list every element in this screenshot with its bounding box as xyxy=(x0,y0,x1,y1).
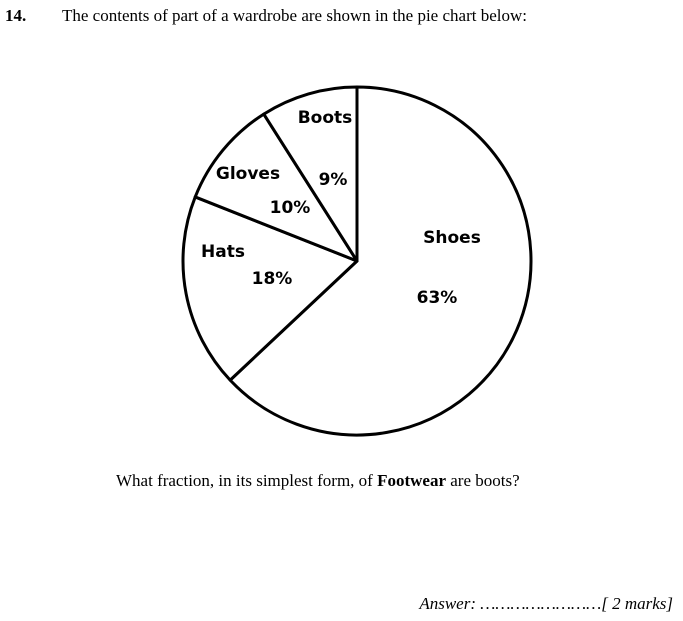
question-intro: The contents of part of a wardrobe are s… xyxy=(62,6,527,25)
prompt-text-after: are boots? xyxy=(446,471,520,490)
pie-labels: Shoes 63% Hats 18% Gloves 10% Boots 9% xyxy=(201,108,481,308)
slice-value-gloves: 10% xyxy=(270,198,311,218)
question-prompt: What fraction, in its simplest form, of … xyxy=(116,471,520,491)
question-number: 14. xyxy=(5,6,27,25)
slice-label-shoes: Shoes xyxy=(423,228,481,248)
slice-label-boots: Boots xyxy=(298,108,353,128)
answer-label: Answer: xyxy=(419,594,477,613)
pie-slices xyxy=(181,85,533,437)
answer-line: Answer: ……………………[ 2 marks] xyxy=(419,594,673,614)
slice-label-gloves: Gloves xyxy=(216,164,280,184)
pie-slice-hats xyxy=(181,195,359,382)
slice-value-boots: 9% xyxy=(319,170,348,190)
pie-slice-boots xyxy=(262,85,359,263)
pie-slice-shoes xyxy=(228,85,533,437)
answer-blank[interactable]: …………………… xyxy=(476,594,602,613)
slice-label-hats: Hats xyxy=(201,242,245,262)
marks-label: [ 2 marks] xyxy=(601,594,673,613)
prompt-bold-term: Footwear xyxy=(377,471,447,490)
prompt-text-before: What fraction, in its simplest form, of xyxy=(116,471,378,490)
slice-value-shoes: 63% xyxy=(417,288,458,308)
slice-value-hats: 18% xyxy=(252,269,293,289)
pie-slice-gloves xyxy=(193,112,359,263)
